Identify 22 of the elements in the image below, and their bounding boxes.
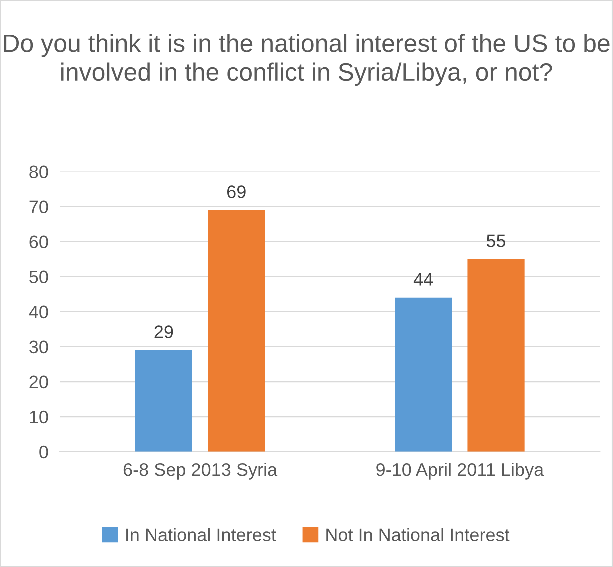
data-label: 29 xyxy=(154,326,174,338)
legend-label: Not In National Interest xyxy=(326,528,510,542)
data-label: 44 xyxy=(414,273,434,286)
bar xyxy=(395,298,452,452)
chart-title: Do you think it is in the national interest of the US to be involved in the conflict in Syria/Libya, or not? xyxy=(4,34,610,86)
data-label: 69 xyxy=(228,186,246,198)
x-tick-label: 6-8 Sep 2013 Syria xyxy=(124,463,278,480)
x-tick-label: 9-10 April 2011 Libya xyxy=(376,463,544,480)
data-label: 55 xyxy=(486,234,506,248)
y-tick-label: 10 xyxy=(30,410,48,424)
y-tick-label: 20 xyxy=(30,376,48,389)
y-tick-label: 40 xyxy=(29,306,48,319)
bar xyxy=(135,350,192,452)
y-tick-label: 60 xyxy=(30,236,48,249)
legend-label: In National Interest xyxy=(126,528,276,542)
y-tick-label: 30 xyxy=(30,340,48,354)
y-tick-label: 0 xyxy=(40,446,48,459)
y-tick-label: 70 xyxy=(30,200,48,214)
y-tick-label: 80 xyxy=(30,166,48,179)
y-tick-label: 50 xyxy=(30,270,48,284)
bar xyxy=(468,259,525,452)
bar xyxy=(208,210,266,452)
